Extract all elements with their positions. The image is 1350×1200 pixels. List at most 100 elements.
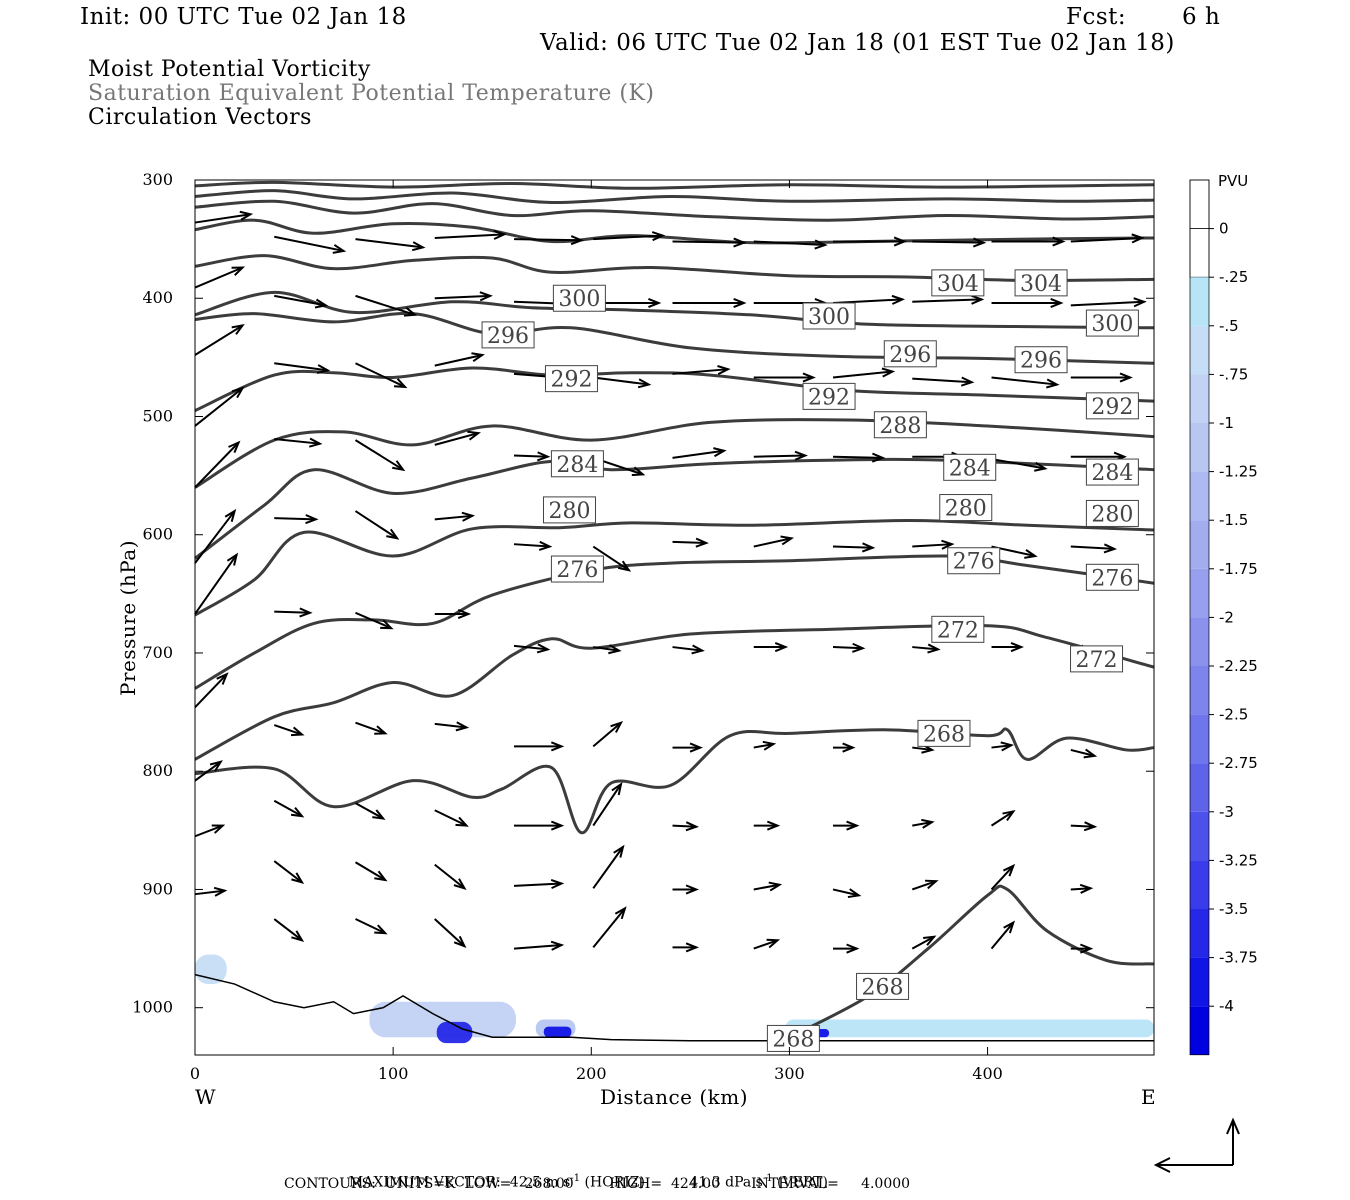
- x-tick-label: 100: [378, 1064, 409, 1083]
- reference-vector: [1153, 1117, 1240, 1173]
- vector-shaft: [274, 610, 310, 614]
- vector-head: [766, 938, 781, 949]
- vector-shaft: [434, 863, 466, 890]
- vector-head: [970, 294, 985, 305]
- vector-shaft: [912, 298, 982, 303]
- y-tick-label: 400: [142, 288, 173, 307]
- vector-shaft: [1070, 824, 1095, 828]
- vector-head: [925, 879, 939, 890]
- colorbar-label: -2.25: [1219, 657, 1258, 675]
- vector-head: [610, 720, 624, 733]
- mpv-shade-patch: [543, 1026, 572, 1038]
- contour-label: 284: [1085, 458, 1139, 486]
- variable-mpv: Moist Potential Vorticity: [88, 57, 371, 82]
- circulation-vector: [273, 860, 305, 885]
- circulation-vector: [991, 642, 1024, 653]
- circulation-vector: [355, 918, 388, 935]
- contour-label-box: [939, 494, 993, 522]
- vector-shaft: [991, 744, 1012, 749]
- circulation-vector: [672, 537, 709, 548]
- circulation-vector: [592, 844, 625, 889]
- vector-shaft: [274, 294, 326, 307]
- vector-head: [1103, 543, 1118, 554]
- vector-shaft: [355, 362, 406, 388]
- contour-label-box: [1014, 269, 1068, 297]
- circulation-vector: [753, 450, 808, 461]
- colorbar-label: -2: [1219, 608, 1234, 626]
- contour-label-box: [883, 340, 937, 368]
- vector-head: [536, 451, 551, 462]
- forecast-label: Fcst:: [1066, 4, 1127, 30]
- vector-head: [685, 942, 699, 953]
- circulation-vector: [833, 236, 908, 247]
- max-horiz-unit: m s: [545, 1174, 571, 1191]
- contour-label: 304: [931, 269, 985, 297]
- theta-es-contour: [194, 623, 1155, 761]
- vector-shaft: [273, 918, 303, 942]
- colorbar-swatch: [1190, 617, 1209, 666]
- vector-head: [1083, 748, 1098, 759]
- vector-shaft: [832, 298, 903, 304]
- theta-es-contour: [194, 311, 1155, 365]
- circulation-vector: [592, 906, 627, 949]
- circulation-vector: [434, 863, 467, 890]
- contour-label: 280: [939, 494, 993, 522]
- vector-shaft: [355, 918, 386, 935]
- y-tick-label: 800: [142, 761, 173, 780]
- contour-label-box: [917, 719, 971, 747]
- contour-label: 284: [550, 450, 604, 478]
- theta-es-contour: [194, 457, 1155, 560]
- y-tick-label: 700: [142, 643, 173, 662]
- vector-head: [717, 365, 731, 376]
- circulation-vector: [912, 294, 985, 305]
- vector-head: [1034, 461, 1048, 472]
- vector-shaft: [273, 860, 303, 884]
- vector-head: [372, 809, 386, 820]
- vector-head: [713, 447, 727, 458]
- colorbar-label: -3: [1219, 803, 1234, 821]
- contour-label-text: 300: [808, 305, 850, 330]
- vector-shaft: [354, 439, 404, 471]
- colorbar-swatch: [1190, 1006, 1209, 1055]
- init-time: Init: 00 UTC Tue 02 Jan 18: [80, 4, 407, 30]
- vector-head: [768, 881, 783, 892]
- vector-head: [1003, 920, 1016, 934]
- vector-shaft: [753, 454, 806, 458]
- vector-shaft: [672, 540, 707, 545]
- vector-head: [941, 539, 955, 550]
- circulation-vector: [592, 781, 623, 827]
- vector-head: [570, 235, 585, 246]
- vector-head: [393, 378, 408, 389]
- vector-head: [1000, 741, 1015, 752]
- contour-label-text: 284: [949, 456, 991, 481]
- vector-head: [780, 535, 795, 546]
- circulation-vector: [991, 297, 1064, 308]
- circulation-vector: [1070, 821, 1098, 832]
- contour-label-text: 300: [1091, 312, 1133, 337]
- circulation-vector: [833, 820, 860, 831]
- circulation-vector: [194, 886, 228, 897]
- vector-head: [209, 760, 223, 772]
- circulation-vector: [1070, 372, 1133, 383]
- vector-shaft: [592, 545, 630, 572]
- colorbar-swatch: [1190, 471, 1209, 521]
- vector-shaft: [832, 370, 893, 379]
- vector-shaft: [912, 746, 933, 751]
- vector-shaft: [672, 368, 729, 375]
- contour-label-text: 272: [937, 618, 979, 643]
- circulation-vector: [911, 935, 937, 950]
- circulation-vector: [991, 376, 1060, 389]
- y-tick-label: 600: [142, 525, 173, 544]
- vector-shaft: [753, 939, 778, 950]
- vector-head: [794, 450, 808, 461]
- max-vector-label: MAXIMUM VECTOR:: [348, 1174, 501, 1191]
- theta-es-contour: [788, 884, 1155, 1039]
- vector-shaft: [194, 441, 240, 489]
- vector-shaft: [593, 376, 649, 386]
- vector-head: [651, 231, 666, 242]
- colorbar-label: -.25: [1219, 268, 1248, 286]
- vector-shaft: [1070, 300, 1145, 307]
- vector-head: [291, 872, 305, 885]
- vector-head: [493, 229, 507, 240]
